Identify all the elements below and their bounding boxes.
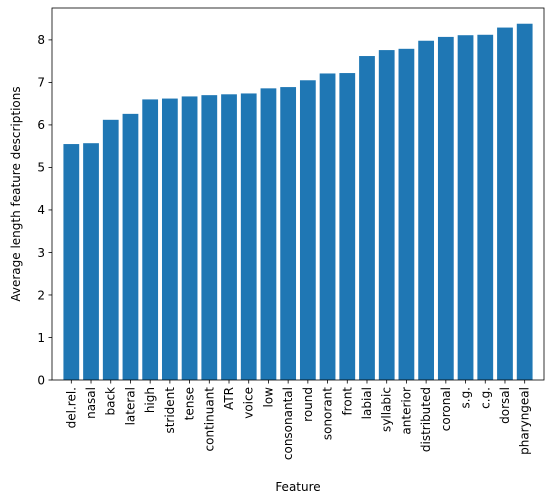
bar-round <box>299 80 316 381</box>
x-tick-label: high <box>143 387 157 413</box>
x-tick-label: labial <box>360 387 374 419</box>
y-tick-label: 2 <box>37 288 45 302</box>
x-tick-label: front <box>340 387 354 416</box>
y-axis-ticks: 0 1 2 3 4 5 6 7 8 <box>37 33 52 387</box>
bar-consonantal <box>280 87 297 380</box>
x-tick-label: syllabic <box>380 387 394 432</box>
x-tick-label: s.g. <box>459 387 473 409</box>
bar-continuant <box>201 95 218 381</box>
plot-frame <box>51 7 545 381</box>
x-tick-label: anterior <box>399 387 413 435</box>
bar-lateral <box>122 113 139 381</box>
y-tick-label: 4 <box>37 203 45 217</box>
x-tick-label: low <box>261 387 275 408</box>
bar-back <box>102 119 119 380</box>
x-tick-label: coronal <box>439 387 453 431</box>
bar-anterior <box>398 48 415 381</box>
x-axis-label: Feature <box>275 480 320 494</box>
bar-coronal <box>437 36 454 380</box>
bar-syllabic <box>378 50 395 381</box>
bar-strident <box>161 98 178 380</box>
x-tick-label: c.g. <box>478 387 492 409</box>
bar-labial <box>359 56 375 380</box>
bar-ATR <box>221 94 237 381</box>
y-tick-label: 6 <box>37 118 45 132</box>
x-tick-label: lateral <box>123 387 137 425</box>
x-tick-label: tense <box>183 387 197 420</box>
bar-c.g. <box>477 34 494 380</box>
bar-sonorant <box>319 73 336 380</box>
x-tick-label: back <box>104 387 118 416</box>
y-tick-label: 0 <box>37 373 45 387</box>
y-axis-label: Average length feature descriptions <box>9 86 23 301</box>
x-tick-label: strident <box>163 387 177 434</box>
x-tick-label: pharyngeal <box>518 387 532 455</box>
bar-low <box>260 88 277 380</box>
y-tick-label: 1 <box>37 331 45 345</box>
bars-group <box>63 23 533 381</box>
y-tick-label: 7 <box>37 76 45 90</box>
y-tick-label: 3 <box>37 246 45 260</box>
x-tick-label: nasal <box>84 387 98 419</box>
x-tick-label: consonantal <box>281 387 295 460</box>
bar-dorsal <box>497 27 513 381</box>
bar-distributed <box>418 40 435 381</box>
y-tick-label: 5 <box>37 161 45 175</box>
bar-nasal <box>83 143 99 380</box>
bar-tense <box>181 96 198 381</box>
x-tick-label: del.rel. <box>64 387 78 428</box>
x-tick-label: continuant <box>202 387 216 452</box>
bar-high <box>142 99 159 380</box>
bar-s.g. <box>457 35 474 381</box>
x-tick-label: sonorant <box>321 387 335 440</box>
x-tick-label: ATR <box>222 387 236 410</box>
bar-del.rel. <box>63 144 80 380</box>
x-tick-label: dorsal <box>498 387 512 424</box>
x-tick-label: voice <box>242 387 256 419</box>
x-tick-label: distributed <box>419 387 433 452</box>
bar-front <box>339 73 356 381</box>
x-tick-label: round <box>301 387 315 422</box>
x-axis-ticks: del.rel. nasal back lateral high strident tens… <box>64 380 532 460</box>
y-tick-label: 8 <box>37 33 45 47</box>
bar-pharyngeal <box>516 23 533 380</box>
bar-voice <box>240 93 257 380</box>
